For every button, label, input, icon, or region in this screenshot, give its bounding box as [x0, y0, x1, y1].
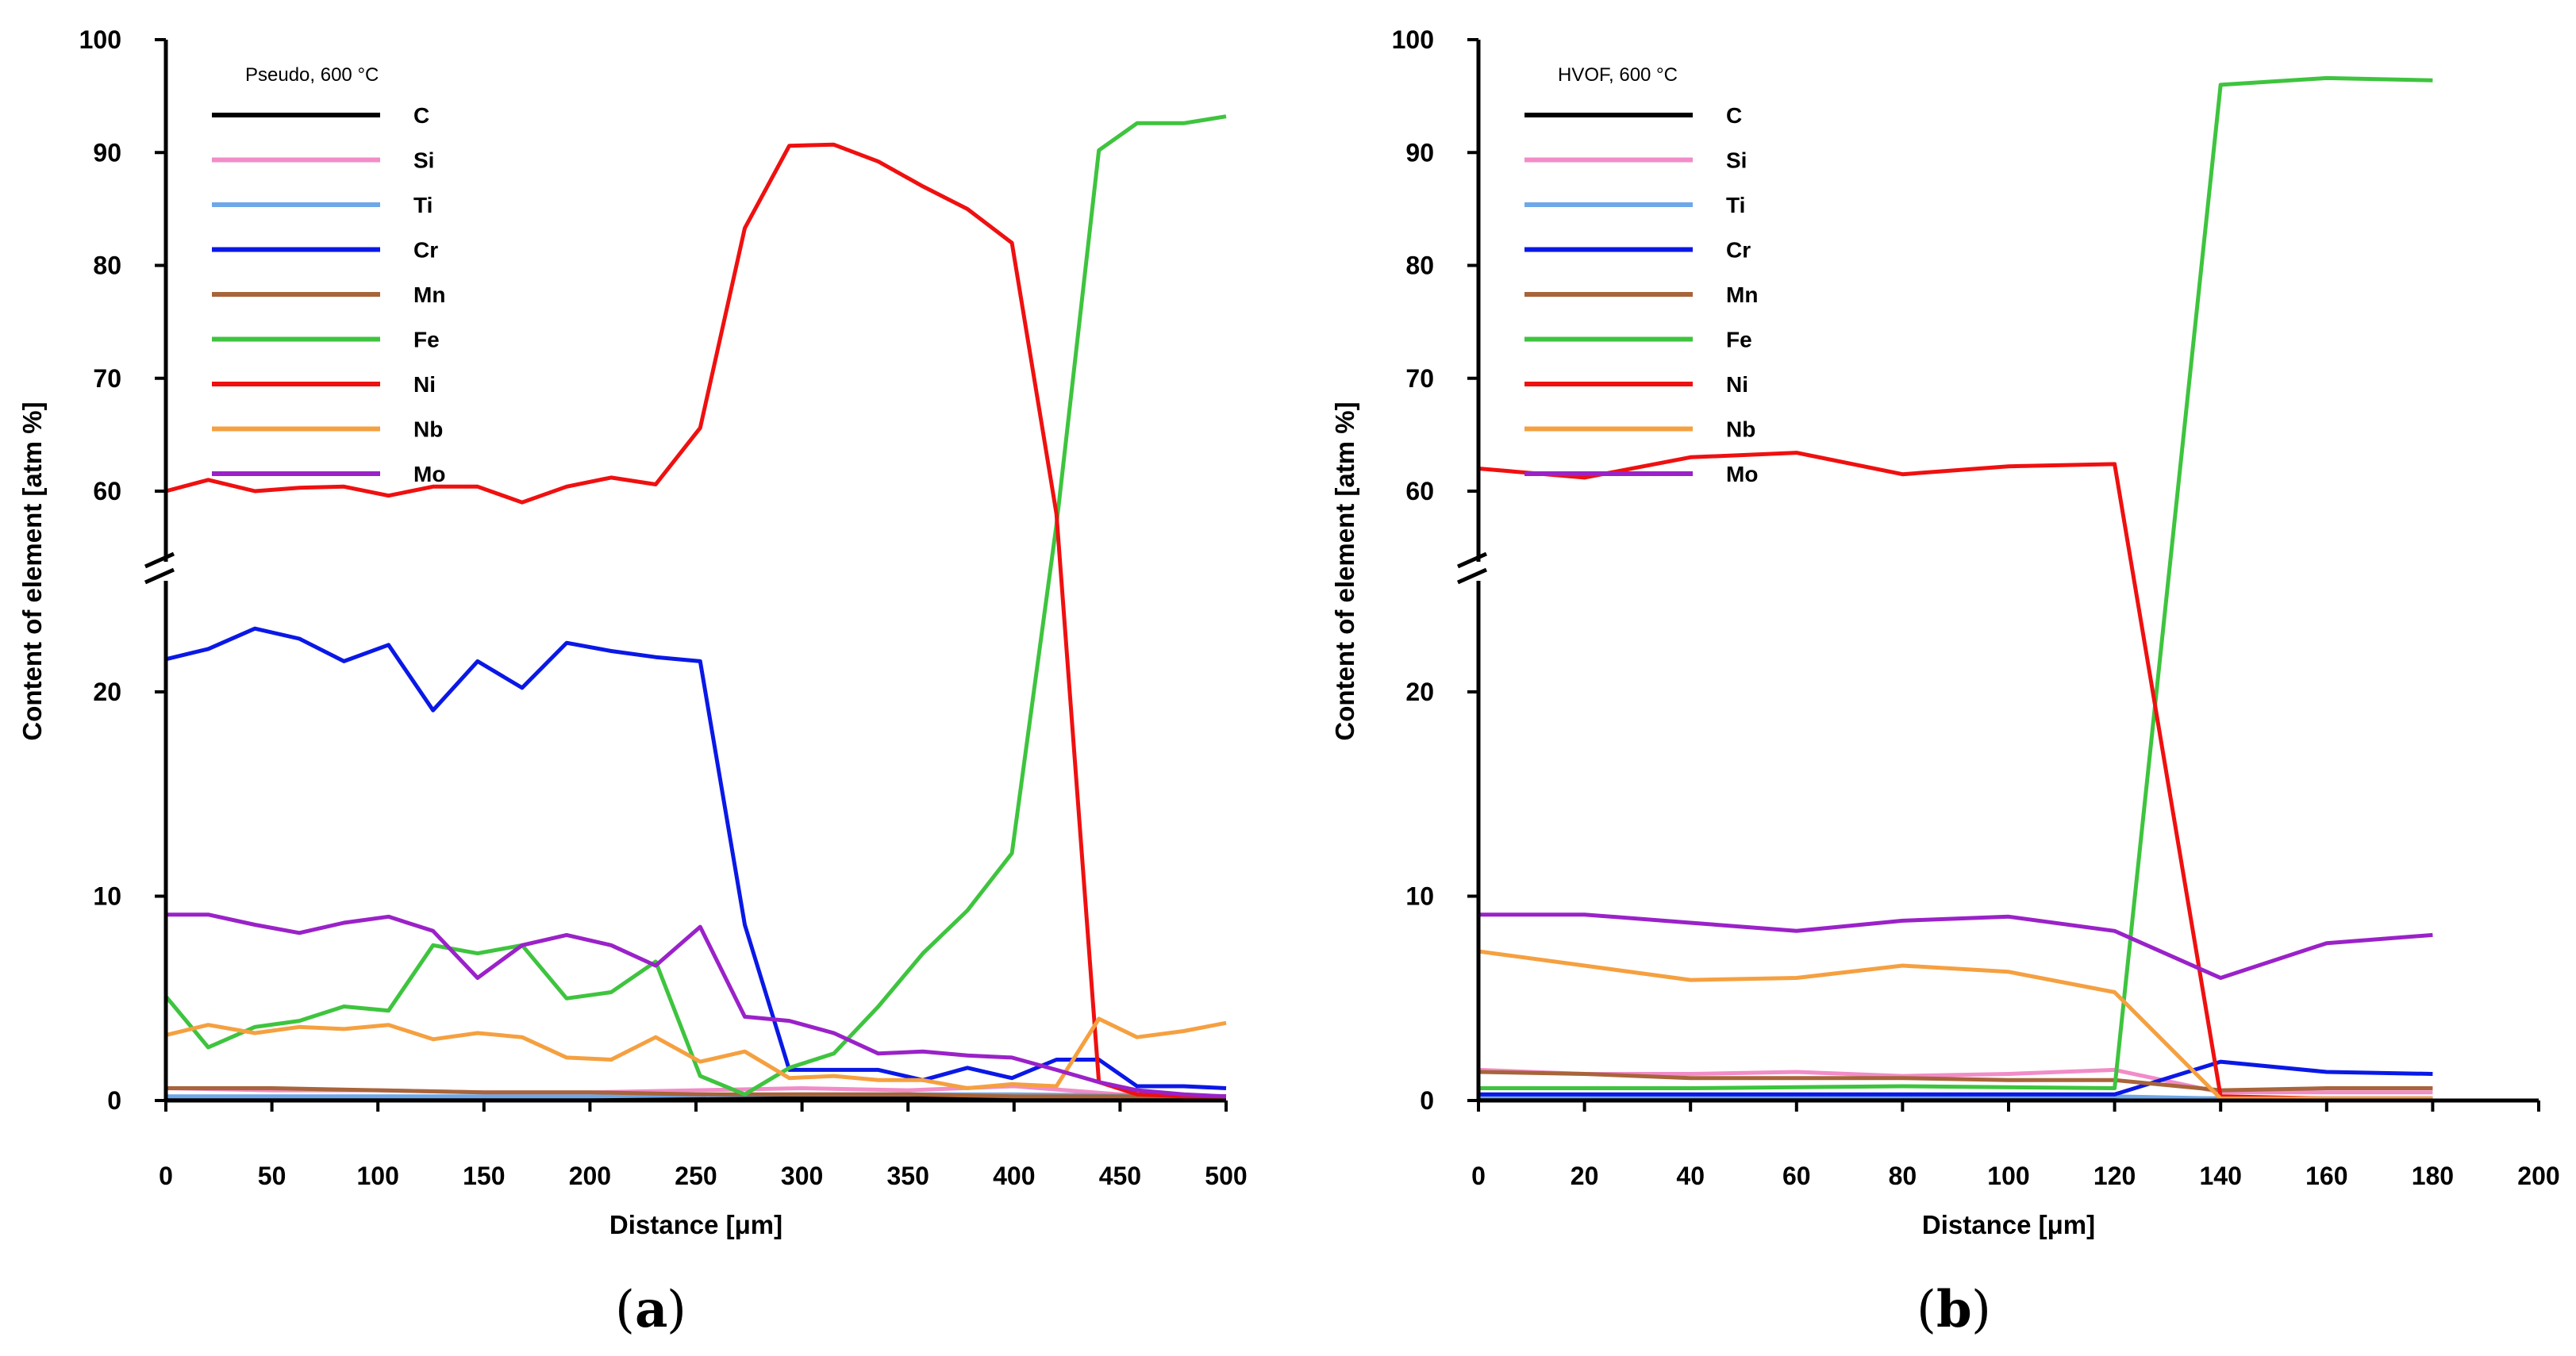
legend-label-cr: Cr — [413, 238, 438, 263]
x-tick-label: 60 — [1782, 1162, 1811, 1190]
panel-a-open-paren: ( — [615, 1281, 635, 1339]
series-line-mo — [1478, 912, 2433, 980]
axis-break-mark — [144, 551, 175, 569]
x-tick-label: 200 — [569, 1162, 611, 1190]
series-line-si — [1478, 1067, 2433, 1095]
y-tick-label: 100 — [79, 25, 121, 54]
y-tick-label: 70 — [93, 364, 121, 393]
x-tick-label: 350 — [887, 1162, 929, 1190]
x-tick-label: 50 — [258, 1162, 286, 1190]
series-line-nb — [165, 1016, 1227, 1090]
series-line-fe — [164, 114, 1227, 1097]
y-tick-label: 90 — [1405, 138, 1434, 167]
legend-label-fe: Fe — [413, 328, 440, 352]
x-tick-label: 250 — [675, 1162, 717, 1190]
x-tick-label: 300 — [781, 1162, 823, 1190]
axis-break-mark — [1456, 551, 1488, 569]
y-tick-label: 60 — [1405, 477, 1434, 505]
y-tick-label: 90 — [93, 138, 121, 167]
x-tick-label: 40 — [1676, 1162, 1705, 1190]
series-line-mn — [166, 1086, 1226, 1099]
x-tick-label: 160 — [2305, 1162, 2347, 1190]
legend-label-ti: Ti — [1726, 193, 1745, 217]
y-tick-label: 10 — [93, 882, 121, 911]
legend-label-c: C — [1726, 103, 1742, 128]
legend-label-si: Si — [413, 148, 434, 173]
chart-a: 0 50 100 150 200 250 300 350 400 450 500 0 10 20 60 70 8… — [17, 25, 1248, 1239]
legend-label-ni: Ni — [413, 372, 436, 397]
series-line-mo — [166, 912, 1227, 1099]
legend-label-ni: Ni — [1726, 372, 1748, 397]
x-tick-label: 450 — [1099, 1162, 1141, 1190]
y-axis-label: Content of element [atm %] — [17, 401, 47, 740]
series-line-fe — [1478, 75, 2433, 1090]
y-axis-label: Content of element [atm %] — [1330, 401, 1359, 740]
y-tick-label: 100 — [1392, 25, 1434, 54]
series-line-ni — [1478, 451, 2433, 1101]
x-tick-label: 20 — [1571, 1162, 1599, 1190]
y-tick-label: 80 — [1405, 252, 1434, 280]
chart-title: Pseudo, 600 °C — [245, 64, 379, 86]
x-tick-label: 150 — [463, 1162, 505, 1190]
panel-a-close-paren: ) — [667, 1281, 686, 1339]
series-line-mn — [1478, 1070, 2433, 1093]
x-tick-label: 400 — [993, 1162, 1035, 1190]
y-tick-label: 10 — [1405, 882, 1434, 911]
x-tick-label: 140 — [2200, 1162, 2242, 1190]
legend-label-mn: Mn — [1726, 282, 1758, 307]
legend-label-mn: Mn — [413, 282, 445, 307]
x-axis-label: Distance [μm] — [1922, 1210, 2095, 1239]
series-line-cr — [1478, 1059, 2433, 1097]
x-tick-label: 120 — [2093, 1162, 2136, 1190]
legend-label-nb: Nb — [413, 417, 443, 442]
y-tick-label: 0 — [1420, 1086, 1434, 1115]
legend-label-fe: Fe — [1726, 328, 1752, 352]
chart-b: 0 20 40 60 80 100 120 140 160 180 200 0 10 20 60 70 80 90… — [1330, 25, 2560, 1239]
x-tick-label: 100 — [1987, 1162, 2029, 1190]
x-tick-label: 180 — [2412, 1162, 2454, 1190]
y-tick-label: 20 — [1405, 678, 1434, 706]
legend-label-mo: Mo — [1726, 462, 1758, 486]
panel-b-letter: b — [1936, 1280, 1972, 1339]
x-tick-label: 0 — [159, 1162, 173, 1190]
y-tick-label: 80 — [93, 252, 121, 280]
x-tick-label: 200 — [2517, 1162, 2559, 1190]
legend-label-nb: Nb — [1726, 417, 1755, 442]
legend-label-cr: Cr — [1726, 238, 1751, 263]
y-tick-label: 60 — [93, 477, 121, 505]
axis-break-mark — [144, 567, 175, 585]
y-tick-label: 20 — [93, 678, 121, 706]
series-line-cr — [165, 626, 1227, 1090]
legend-label-si: Si — [1726, 148, 1747, 173]
x-tick-label: 100 — [357, 1162, 399, 1190]
x-axis-label: Distance [μm] — [609, 1210, 782, 1239]
axis-break-mark — [1456, 567, 1488, 585]
panel-b-open-paren: ( — [1917, 1281, 1936, 1339]
series-line-ni — [165, 142, 1226, 1099]
panel-b-close-paren: ) — [1971, 1281, 1991, 1339]
legend-label-c: C — [413, 103, 429, 128]
series-line-nb — [1478, 949, 2433, 1101]
legend-label-mo: Mo — [413, 462, 445, 486]
x-tick-label: 0 — [1471, 1162, 1486, 1190]
x-tick-label: 80 — [1889, 1162, 1917, 1190]
legend-label-ti: Ti — [413, 193, 433, 217]
panel-a-letter: a — [635, 1280, 667, 1339]
x-tick-label: 500 — [1205, 1162, 1247, 1190]
y-tick-label: 0 — [107, 1086, 121, 1115]
chart-title: HVOF, 600 °C — [1558, 64, 1678, 86]
y-tick-label: 70 — [1405, 364, 1434, 393]
